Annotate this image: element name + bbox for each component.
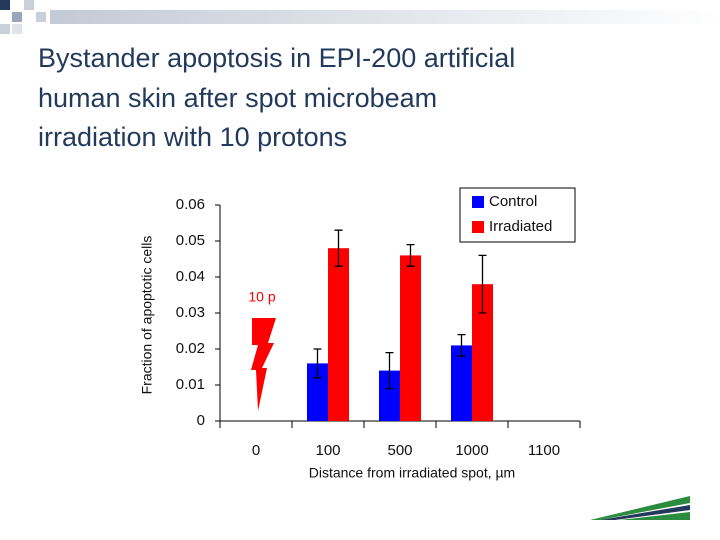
- error-bar: [334, 229, 343, 267]
- legend-swatch: [472, 196, 484, 208]
- x-tick-label: 500: [387, 442, 412, 459]
- bar: [472, 284, 493, 421]
- error-bar: [313, 348, 322, 379]
- title-line: Bystander apoptosis in EPI-200 artificia…: [38, 43, 515, 73]
- bar: [400, 255, 421, 421]
- error-bar: [406, 243, 415, 267]
- x-tick-label: 0: [252, 442, 260, 459]
- x-axis-label: Distance from irradiated spot, µm: [309, 465, 515, 481]
- x-tick-label: 100: [315, 442, 340, 459]
- x-tick-label: 1000: [455, 442, 488, 459]
- y-tick-label: 0.06: [176, 196, 205, 213]
- legend-label: Control: [489, 193, 537, 210]
- y-tick-label: 0.03: [176, 304, 205, 321]
- bar: [328, 248, 349, 421]
- x-tick-label: 1100: [528, 442, 560, 459]
- annotation: 10 p: [248, 289, 275, 305]
- error-bar: [385, 351, 394, 390]
- error-bar: [457, 333, 466, 357]
- lightning-bolt: [251, 318, 276, 411]
- bar: [451, 345, 472, 421]
- y-tick-label: 0.05: [176, 232, 205, 249]
- error-bar: [478, 254, 487, 314]
- legend-label: Irradiated: [489, 218, 552, 235]
- legend-swatch: [472, 221, 484, 233]
- y-tick-label: 0.02: [176, 340, 205, 357]
- bar: [379, 370, 400, 421]
- y-tick-label: 0.01: [176, 376, 205, 393]
- y-axis-label: Fraction of apoptotic cells: [139, 236, 155, 395]
- bar: [307, 363, 328, 421]
- title-line: irradiation with 10 protons: [38, 122, 347, 152]
- slide-decoration: [0, 0, 720, 520]
- title-line: human skin after spot microbeam: [38, 83, 437, 113]
- y-tick-label: 0: [197, 412, 205, 429]
- y-tick-label: 0.04: [176, 268, 205, 285]
